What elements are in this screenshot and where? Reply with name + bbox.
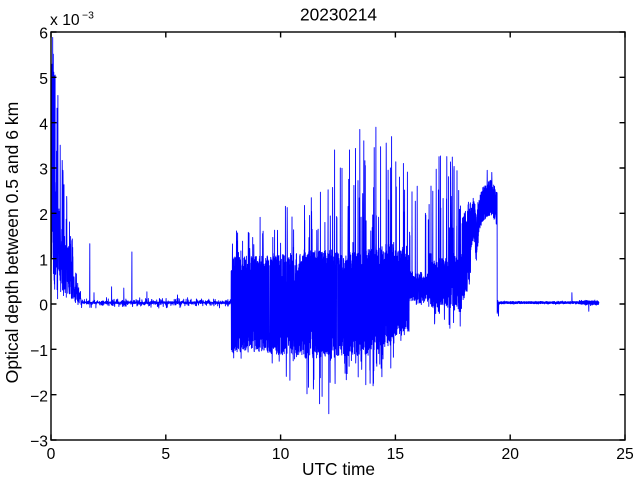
svg-text:6: 6 — [39, 26, 48, 43]
svg-text:−3: −3 — [82, 11, 94, 22]
svg-text:2: 2 — [39, 207, 48, 224]
svg-text:5: 5 — [161, 446, 170, 463]
svg-text:−1: −1 — [30, 343, 48, 360]
svg-text:0: 0 — [47, 446, 56, 463]
svg-text:−2: −2 — [30, 388, 48, 405]
svg-text:20230214: 20230214 — [300, 5, 377, 25]
svg-text:−3: −3 — [30, 434, 48, 451]
svg-text:3: 3 — [39, 162, 48, 179]
svg-text:UTC time: UTC time — [302, 459, 375, 479]
svg-text:20: 20 — [501, 446, 519, 463]
svg-text:1: 1 — [39, 252, 48, 269]
svg-text:10: 10 — [272, 446, 290, 463]
svg-text:4: 4 — [39, 116, 48, 133]
svg-text:0: 0 — [39, 298, 48, 315]
svg-text:x 10: x 10 — [50, 12, 80, 29]
svg-text:25: 25 — [616, 446, 634, 463]
svg-text:5: 5 — [39, 71, 48, 88]
svg-text:Optical depth between 0.5 and: Optical depth between 0.5 and 6 km — [2, 102, 22, 384]
svg-text:15: 15 — [387, 446, 405, 463]
